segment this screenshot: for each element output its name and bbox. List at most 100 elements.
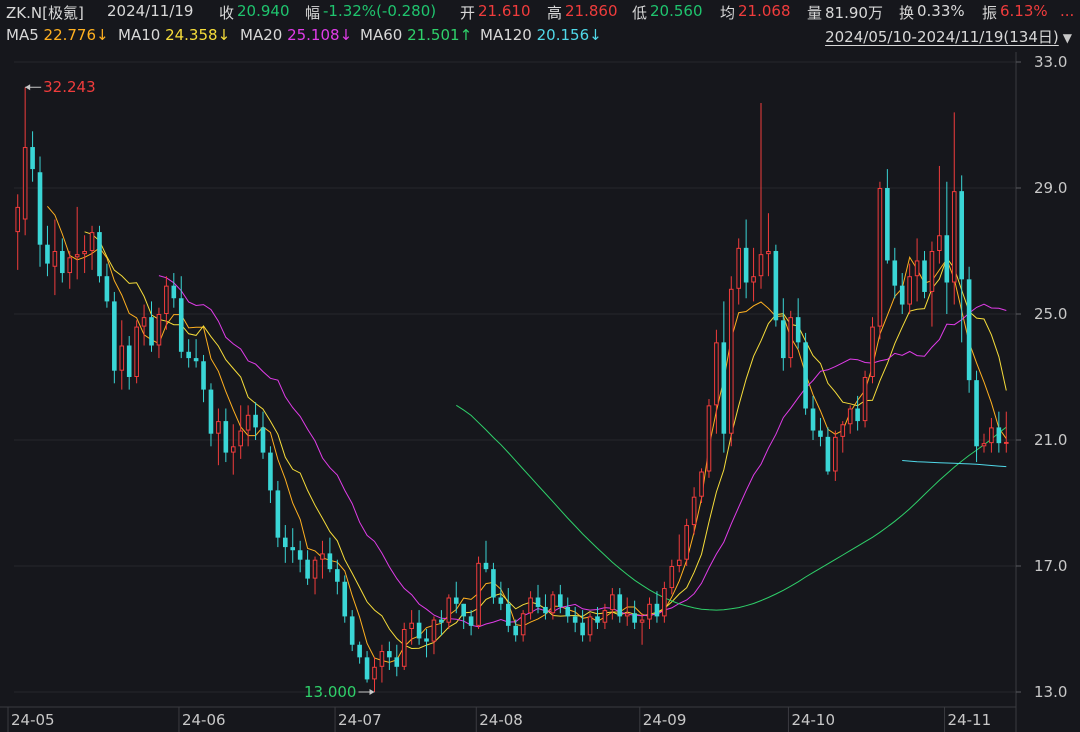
candle-up [728,276,734,447]
candle-up [245,405,251,447]
candle-body [877,188,883,327]
candle-body [208,389,214,434]
candle-up [691,487,697,535]
candle-body [862,377,868,422]
candle-body [565,606,571,617]
candle-up [1003,411,1009,453]
candle-down [498,581,504,611]
candle-body [364,657,370,680]
candle-up [528,591,533,620]
candle-down [335,559,340,595]
candle-body [357,644,362,658]
candle-up [758,102,764,289]
candle-body [706,405,712,472]
date-range-selector[interactable]: 2024/05/10-2024/11/19(134日) ▼ [825,26,1072,47]
open-label: 开 [460,4,476,22]
ma-name: MA60 [360,26,403,44]
candle-body [505,603,511,626]
candle-up [639,613,645,645]
candle-body [453,597,459,604]
candle-body [327,553,333,570]
candle-body [305,559,310,579]
candle-down [260,411,266,459]
ma-legend-item[interactable]: MA10 24.358↓ [118,26,230,44]
candle-up [981,433,987,453]
candle-up [74,206,80,280]
candle-down [112,291,117,384]
candle-body [535,597,541,607]
candle-down [97,225,102,283]
open-value: 21.610 [478,2,531,20]
candle-body [45,244,50,264]
candle-down [825,427,831,475]
candle-body [372,666,377,680]
date-tick-label: 24-08 [479,711,523,729]
candle-down [290,528,296,563]
candle-body [134,326,139,378]
candle-body [156,314,162,346]
candle-up [989,417,994,453]
candle-down [223,408,229,463]
candle-body [193,358,199,362]
candle-up [379,644,385,683]
candle-body [439,619,444,623]
candle-down [959,175,964,343]
candle-down [268,446,273,503]
ma-legend-item[interactable]: MA5 22.776↓ [6,26,109,44]
ma-value: 20.156 [536,26,590,44]
ma-value: 24.358 [165,26,218,44]
ma-arrow-icon: ↓ [96,26,109,44]
candle-body [186,351,191,359]
amplitude-label: 振 [982,4,998,22]
low-label: 低 [632,4,648,22]
candles [15,87,1009,692]
more-button[interactable]: ... [1060,2,1075,20]
candle-body [67,257,73,274]
candle-body [662,588,667,617]
ma-legend-item[interactable]: MA60 21.501↑ [360,26,472,44]
candle-body [468,616,474,626]
stock-symbol[interactable]: ZK.N[极氪] [6,4,84,22]
candle-down [899,273,905,314]
candle-down [208,383,214,447]
candle-down [416,610,422,645]
candle-down [773,244,779,327]
candle-down [617,588,623,623]
candle-up [22,87,28,236]
candle-body [349,616,355,645]
candle-body [773,251,779,321]
candle-up [907,263,912,314]
ma-legend-item[interactable]: MA20 25.108↓ [240,26,352,44]
candle-down [922,251,927,299]
candle-body [171,285,177,299]
candle-body [112,301,117,371]
candle-body [461,603,466,617]
ma120-line [902,460,1007,468]
candle-down [885,169,890,264]
candle-up [119,320,125,390]
candle-down [565,597,571,623]
candle-body [245,414,251,431]
ma-value: 22.776 [43,26,97,44]
candle-body [446,597,452,623]
date-axis: 24-05 24-06 24-07 24-08 24-09 24-10 24-11 [0,706,1016,732]
candle-body [22,147,28,220]
ma-legend-item[interactable]: MA120 20.156↓ [480,26,602,44]
date-tick-label: 24-09 [643,711,687,729]
candle-up [647,597,652,629]
ma-value: 21.501 [407,26,460,44]
extreme-annotations: 32.243 13.000 [25,78,375,701]
candle-up [15,194,21,270]
candle-body [253,414,258,428]
candle-body [922,260,927,292]
candle-body [647,603,652,620]
ma-arrow-icon: ↓ [589,26,602,44]
candle-body [840,424,846,437]
candle-down [387,641,392,670]
candle-up [476,556,481,629]
candle-body [974,380,979,447]
candle-body [15,206,21,233]
candle-body [520,613,526,636]
candle-down [45,225,50,277]
